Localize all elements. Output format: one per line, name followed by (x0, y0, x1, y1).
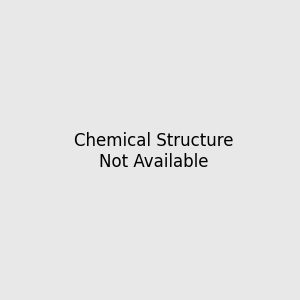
Text: Chemical Structure
Not Available: Chemical Structure Not Available (74, 132, 233, 171)
